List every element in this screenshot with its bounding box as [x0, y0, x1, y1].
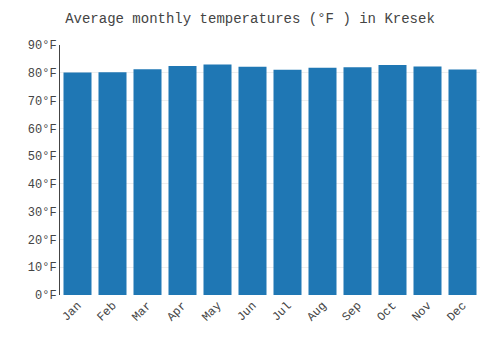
svg-text:20°F: 20°F	[28, 234, 57, 248]
svg-text:90°F: 90°F	[28, 39, 57, 53]
svg-text:Aug: Aug	[304, 299, 329, 324]
svg-text:May: May	[199, 299, 224, 324]
svg-text:70°F: 70°F	[28, 95, 57, 109]
svg-text:Oct: Oct	[374, 299, 399, 324]
svg-text:30°F: 30°F	[28, 206, 57, 220]
svg-text:Feb: Feb	[94, 299, 119, 324]
svg-text:Dec: Dec	[444, 299, 469, 324]
svg-text:Nov: Nov	[409, 299, 434, 324]
svg-text:Jun: Jun	[234, 299, 259, 324]
svg-text:Average monthly temperatures (: Average monthly temperatures (°F ) in Kr…	[65, 11, 435, 27]
svg-text:Jul: Jul	[269, 299, 294, 324]
svg-text:10°F: 10°F	[28, 261, 57, 275]
svg-text:50°F: 50°F	[28, 150, 57, 164]
svg-text:Jan: Jan	[59, 299, 84, 324]
svg-text:40°F: 40°F	[28, 178, 57, 192]
svg-text:60°F: 60°F	[28, 123, 57, 137]
svg-text:0°F: 0°F	[35, 289, 57, 303]
svg-text:Sep: Sep	[339, 299, 364, 324]
svg-text:Mar: Mar	[129, 299, 154, 324]
svg-text:80°F: 80°F	[28, 67, 57, 81]
svg-text:Apr: Apr	[164, 299, 189, 324]
